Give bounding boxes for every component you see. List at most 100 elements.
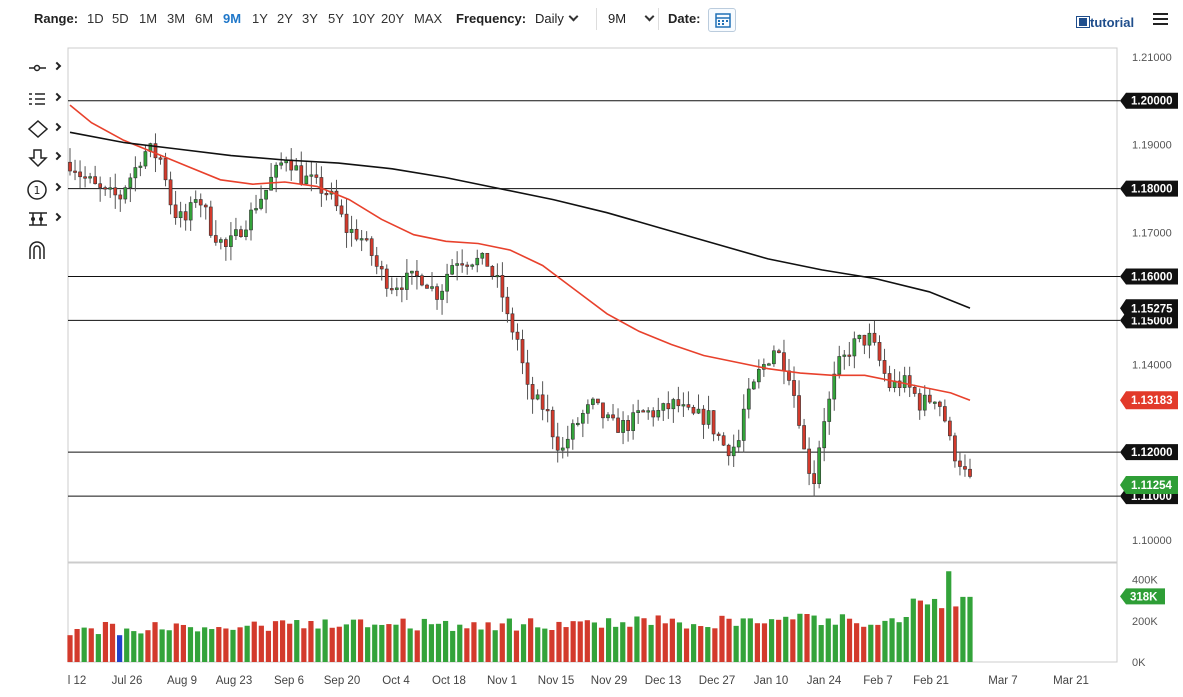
volume-bar — [549, 629, 555, 662]
candle-body — [460, 263, 465, 266]
candle-body — [560, 447, 565, 451]
candle-body — [88, 176, 92, 179]
candle-body — [249, 209, 253, 231]
volume-tick-label: 0K — [1132, 657, 1146, 669]
annotation-button[interactable]: 1 — [26, 179, 66, 201]
volume-tag-label: 318K — [1130, 591, 1158, 603]
candle-body — [907, 375, 912, 388]
range-1y[interactable]: 1Y — [252, 11, 268, 26]
x-tick-label: l 12 — [68, 675, 87, 687]
shapes-button[interactable] — [26, 119, 66, 141]
candle-body — [716, 433, 721, 437]
volume-bar — [528, 618, 534, 662]
range-9m[interactable]: 9M — [223, 11, 242, 26]
volume-bar — [946, 571, 952, 662]
candle-body — [948, 420, 952, 437]
candle-body — [943, 406, 947, 422]
hamburger-menu-icon[interactable] — [1153, 13, 1168, 25]
arrow-tool-button[interactable] — [26, 148, 66, 170]
period-dropdown[interactable]: 9M — [608, 11, 655, 26]
frequency-value: Daily — [535, 11, 564, 26]
indicators-button[interactable] — [26, 89, 66, 111]
annotation-icon: 1 — [27, 180, 47, 200]
volume-bar — [88, 628, 94, 662]
volume-bar — [740, 618, 746, 662]
volume-bar — [450, 630, 456, 662]
volume-bar — [634, 616, 640, 662]
date-picker-button[interactable] — [708, 8, 736, 32]
range-6m[interactable]: 6M — [195, 11, 214, 26]
candle-body — [922, 394, 927, 411]
candle-body — [349, 228, 354, 233]
candle-body — [168, 179, 173, 206]
volume-bar — [492, 630, 498, 662]
crosshair-tool-button[interactable] — [26, 58, 66, 80]
candle-body — [73, 170, 77, 173]
volume-bar — [67, 635, 73, 662]
volume-bar — [287, 623, 293, 662]
range-2y[interactable]: 2Y — [277, 11, 293, 26]
candle-body — [706, 410, 711, 425]
range-5d[interactable]: 5D — [112, 11, 129, 26]
price-tag-label: 1.13183 — [1131, 395, 1173, 407]
candle-body — [500, 275, 505, 298]
volume-bar — [811, 615, 817, 662]
candle-body — [138, 165, 143, 168]
x-tick-label: Aug 9 — [167, 675, 197, 687]
candle-body — [767, 363, 771, 366]
candle-body — [721, 435, 726, 446]
volume-bar — [712, 628, 718, 662]
range-10y[interactable]: 10Y — [352, 11, 376, 26]
range-1d[interactable]: 1D — [87, 11, 104, 26]
candle-body — [520, 339, 525, 364]
range-max[interactable]: MAX — [414, 11, 443, 26]
candle-body — [143, 151, 148, 167]
volume-bar — [322, 619, 328, 662]
volume-bar — [414, 630, 420, 662]
candle-body — [616, 417, 620, 433]
range-1m[interactable]: 1M — [139, 11, 158, 26]
volume-bar — [931, 598, 938, 662]
current-price-tag: 1.11254 — [1120, 475, 1178, 494]
candle-body — [580, 413, 585, 424]
volume-bar — [74, 628, 80, 662]
candle-body — [420, 275, 424, 286]
range-3y[interactable]: 3Y — [302, 11, 318, 26]
candle-body — [932, 401, 937, 404]
candle-body — [917, 393, 922, 411]
volume-bar — [145, 630, 151, 662]
candle-body — [570, 423, 575, 440]
level-tag-label: 1.20000 — [1131, 96, 1173, 108]
frequency-dropdown[interactable]: Daily — [535, 11, 579, 26]
tutorial-link[interactable]: tutorial — [1076, 15, 1134, 30]
volume-bar — [471, 622, 477, 662]
candle-body — [118, 194, 123, 200]
price-tag-shape — [1120, 475, 1178, 494]
candle-body — [686, 404, 691, 408]
candle-body — [696, 408, 701, 414]
candle-body — [586, 404, 590, 414]
measure-tool-button[interactable] — [26, 209, 66, 231]
volume-bar — [109, 623, 116, 662]
crosshair-tool-icon — [29, 64, 46, 72]
magnet-button[interactable] — [26, 239, 66, 261]
candle-body — [113, 187, 118, 196]
volume-bar — [237, 627, 243, 662]
candle-body — [364, 238, 369, 241]
range-5y[interactable]: 5Y — [328, 11, 344, 26]
candle-body — [646, 410, 651, 413]
price-chart[interactable]: 1.21000 1.19000 1.17000 1.14000 1.10000 1.200… — [0, 40, 1183, 697]
volume-bar — [180, 624, 186, 662]
volume-bar — [584, 620, 590, 662]
volume-bar — [960, 596, 966, 662]
volume-bar — [754, 623, 761, 662]
volume-tag-shape — [1120, 588, 1165, 605]
volume-bar — [846, 618, 853, 662]
range-20y[interactable]: 20Y — [381, 11, 405, 26]
volume-bar — [95, 634, 101, 662]
range-3m[interactable]: 3M — [167, 11, 186, 26]
candle-body — [354, 228, 359, 240]
volume-bar — [676, 622, 683, 662]
candle-body — [641, 410, 646, 413]
volume-bar — [258, 625, 264, 662]
